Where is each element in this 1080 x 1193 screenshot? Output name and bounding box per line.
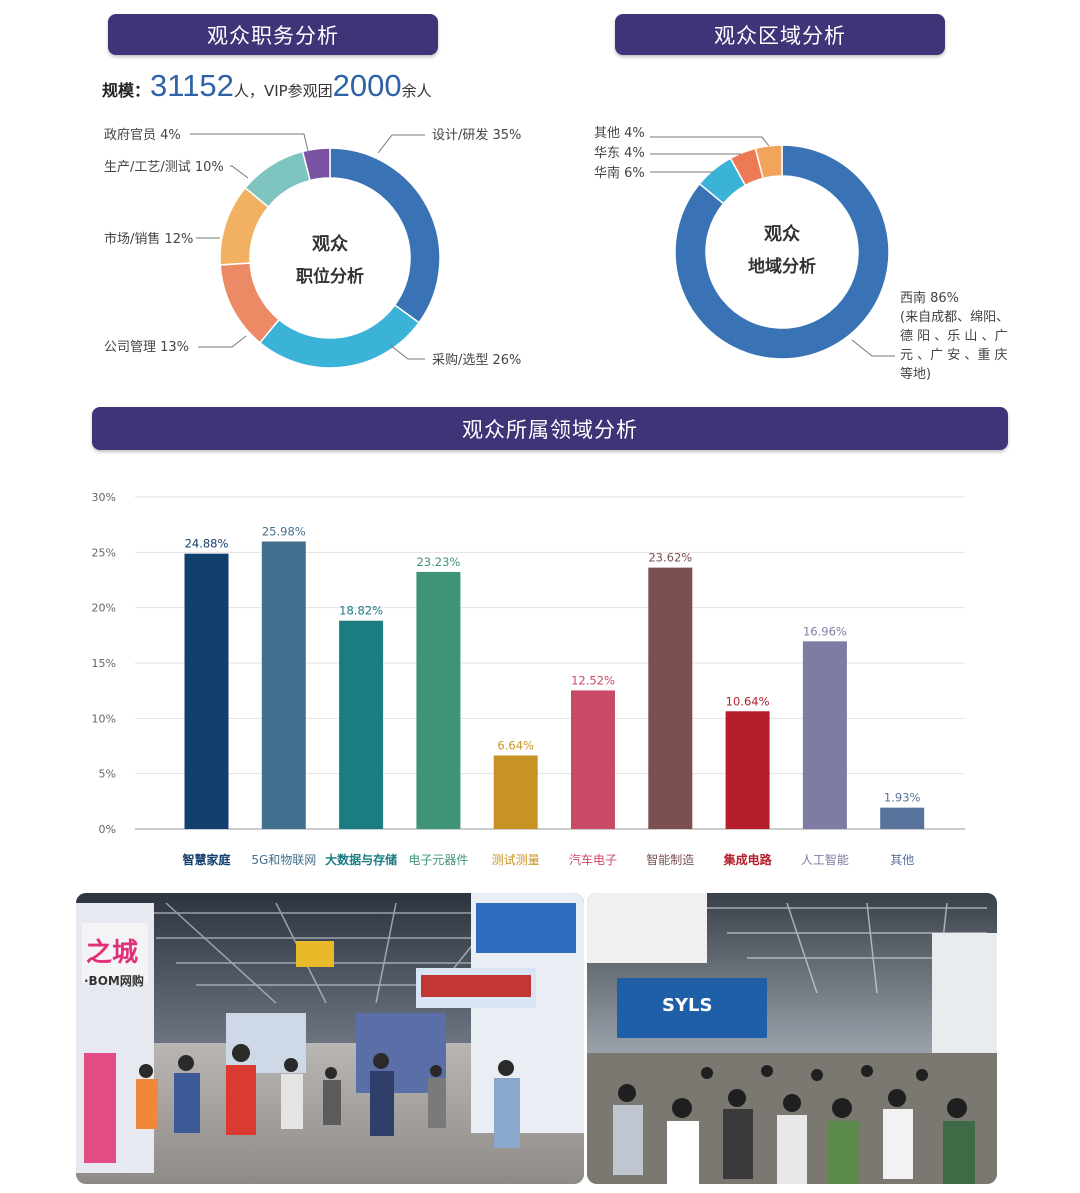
region-center-label-2: 地域分析 xyxy=(748,256,816,277)
bar-3 xyxy=(416,571,461,829)
region-analysis-banner: 观众区域分析 xyxy=(615,14,945,55)
bar-ytick-3: 15% xyxy=(92,657,116,670)
bar-category-label-6: 智能制造 xyxy=(646,852,694,867)
region-note-line-3: 等地) xyxy=(900,366,931,382)
role-slice-label-2: 公司管理 13% xyxy=(104,340,189,355)
role-slice-label-3: 市场/销售 12% xyxy=(104,231,193,247)
bar-category-label-7: 集成电路 xyxy=(723,852,773,867)
bar-value-label-0: 24.88% xyxy=(185,537,229,551)
bar-category-label-2: 大数据与存储 xyxy=(325,852,397,867)
bar-ytick-4: 20% xyxy=(92,602,116,615)
bar-value-label-9: 1.93% xyxy=(884,791,921,805)
role-center-label-1: 观众 xyxy=(312,233,348,255)
bar-category-label-8: 人工智能 xyxy=(801,852,849,867)
vip-count: 2000 xyxy=(332,68,402,103)
bar-category-label-1: 5G和物联网 xyxy=(251,853,316,867)
bar-ytick-5: 25% xyxy=(92,546,116,559)
domain-analysis-banner: 观众所属领域分析 xyxy=(92,407,1008,450)
bar-6 xyxy=(648,567,693,829)
vip-unit: 余人 xyxy=(401,82,432,100)
region-slice-label-1: 华南 6% xyxy=(594,165,645,181)
region-note-line-2: 元 、广 安 、重 庆 xyxy=(900,347,1008,363)
bar-5 xyxy=(571,690,615,829)
role-slice-label-5: 政府官员 4% xyxy=(104,127,181,143)
role-leader-line-0 xyxy=(377,134,425,154)
bar-2 xyxy=(339,620,384,829)
role-slice-1 xyxy=(258,303,421,369)
bar-8 xyxy=(802,641,847,829)
booth-subsign-left: ·BOM网购 xyxy=(84,973,144,988)
bar-value-label-4: 6.64% xyxy=(497,739,534,753)
bar-1 xyxy=(261,541,306,829)
bar-value-label-2: 18.82% xyxy=(339,604,383,618)
bar-value-label-3: 23.23% xyxy=(416,555,460,569)
bar-ytick-0: 0% xyxy=(99,823,116,836)
region-slice-label-2: 华东 4% xyxy=(594,146,645,161)
bar-category-label-4: 测试测量 xyxy=(492,852,540,867)
role-leader-line-4 xyxy=(230,165,249,179)
bar-value-label-1: 25.98% xyxy=(262,524,306,538)
region-center-label-1: 观众 xyxy=(764,223,800,245)
region-slice-3 xyxy=(754,144,783,180)
role-leader-line-5 xyxy=(190,133,309,152)
expo-hall-photo-left: 之城 ·BOM网购 xyxy=(76,893,584,1184)
bar-ytick-6: 30% xyxy=(92,491,116,504)
bar-value-label-7: 10.64% xyxy=(726,694,770,708)
region-slice-label-3: 其他 4% xyxy=(594,126,645,141)
region-note-line-1: 德 阳 、乐 山 、广 xyxy=(900,329,1008,344)
role-leader-line-2 xyxy=(198,335,247,348)
role-slice-label-1: 采购/选型 26% xyxy=(432,352,521,368)
scale-summary: 规模： 31152 人， VIP参观团 2000 余人 xyxy=(102,68,432,104)
role-slice-2 xyxy=(219,262,281,344)
role-center-label-2: 职位分析 xyxy=(296,266,364,287)
role-leader-line-1 xyxy=(389,344,425,360)
scale-label: 规模： xyxy=(102,81,151,100)
role-slice-label-0: 设计/研发 35% xyxy=(432,127,521,143)
region-slice-0 xyxy=(674,144,890,360)
visitor-count: 31152 xyxy=(150,68,234,103)
region-donut-chart: 观众 地域分析 西南 86% (来自成都、绵阳、德 阳 、乐 山 、广元 、广 安… xyxy=(594,126,1009,382)
bar-ytick-2: 10% xyxy=(92,712,116,725)
expo-hall-photo-right: SYLS xyxy=(587,893,997,1184)
bar-value-label-5: 12.52% xyxy=(571,673,615,687)
region-leader-line-3 xyxy=(650,136,770,147)
bar-7 xyxy=(725,711,770,829)
booth-sign-left: 之城 xyxy=(86,937,138,968)
region-leader-line-0 xyxy=(851,339,895,357)
region-note-line-0: (来自成都、绵阳、 xyxy=(900,310,1009,325)
bar-value-label-6: 23.62% xyxy=(648,551,692,565)
bar-4 xyxy=(493,755,538,829)
role-slice-5 xyxy=(301,147,331,182)
role-analysis-banner: 观众职务分析 xyxy=(108,14,438,55)
region-slice-label-0: 西南 86% xyxy=(900,290,959,306)
role-donut-chart: 观众 职位分析 设计/研发 35% 采购/选型 26% 公司管理 13% 市场/销售 … xyxy=(104,127,521,369)
role-slice-label-4: 生产/工艺/测试 10% xyxy=(104,160,224,175)
bar-ytick-1: 5% xyxy=(99,768,116,781)
visitor-unit: 人， xyxy=(233,82,264,100)
booth-sign-right: SYLS xyxy=(662,995,712,1016)
vip-label: VIP参观团 xyxy=(263,82,333,100)
domain-bar-chart: 0% 5% 10% 15% 20% 25% 30% 24.88% 25.98% 18.82% 23… xyxy=(92,491,965,867)
bar-category-label-5: 汽车电子 xyxy=(569,852,617,867)
bar-category-label-0: 智慧家庭 xyxy=(181,852,230,867)
bar-0 xyxy=(184,553,229,829)
bar-value-label-8: 16.96% xyxy=(803,624,847,638)
bar-9 xyxy=(880,807,925,829)
bar-category-label-3: 电子元器件 xyxy=(408,853,468,867)
bar-category-label-9: 其他 xyxy=(890,853,914,867)
